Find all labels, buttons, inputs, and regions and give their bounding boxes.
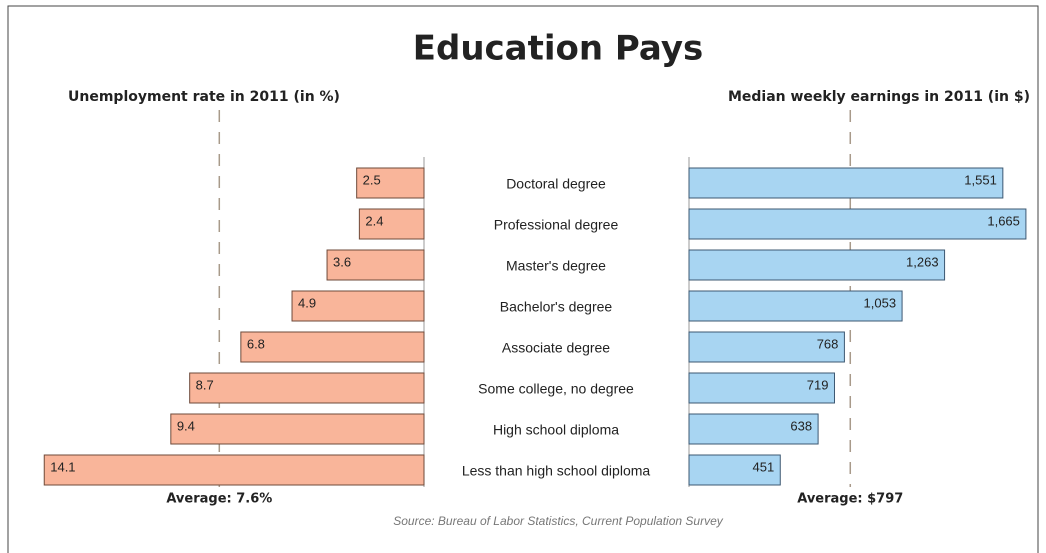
value-label: 1,551 (964, 172, 997, 187)
average-label: Average: 7.6% (166, 492, 272, 507)
category-label: Some college, no degree (478, 381, 634, 397)
chart-title: Education Pays (413, 29, 703, 69)
category-label: Doctoral degree (506, 176, 606, 192)
value-label: 2.5 (363, 172, 381, 187)
bar (688, 208, 1027, 240)
value-label: 1,263 (906, 254, 939, 269)
value-label: 4.9 (298, 295, 316, 310)
panel-title: Unemployment rate in 2011 (in %) (68, 89, 340, 105)
category-label: Master's degree (506, 258, 606, 274)
bar (356, 167, 425, 199)
value-label: 1,053 (864, 295, 897, 310)
source: Source: Bureau of Labor Statistics, Curr… (393, 514, 724, 528)
bar (291, 290, 425, 322)
bar (688, 167, 1004, 199)
frame (7, 5, 1039, 553)
bar (358, 208, 425, 240)
value-label: 14.1 (50, 459, 75, 474)
bar (688, 413, 819, 445)
category-label: High school diploma (493, 422, 619, 438)
value-label: 638 (790, 418, 812, 433)
bar (43, 454, 425, 486)
bar (688, 290, 903, 322)
category-label: Professional degree (494, 217, 619, 233)
category-label: Less than high school diploma (462, 463, 651, 479)
value-label: 8.7 (196, 377, 214, 392)
bar (688, 249, 946, 281)
bar (688, 372, 835, 404)
panel-title: Median weekly earnings in 2011 (in $) (728, 89, 1030, 105)
category-label: Bachelor's degree (500, 299, 613, 315)
bar (688, 454, 781, 486)
value-label: 2.4 (365, 213, 383, 228)
value-label: 6.8 (247, 336, 265, 351)
value-label: 451 (753, 459, 775, 474)
bar (170, 413, 425, 445)
bar (189, 372, 425, 404)
value-label: 768 (817, 336, 839, 351)
average-label: Average: $797 (797, 492, 903, 507)
value-label: 719 (807, 377, 829, 392)
bar (326, 249, 425, 281)
bar (240, 331, 425, 363)
bar (688, 331, 845, 363)
value-label: 3.6 (333, 254, 351, 269)
value-label: 1,665 (987, 213, 1020, 228)
category-label: Associate degree (502, 340, 610, 356)
value-label: 9.4 (177, 418, 195, 433)
